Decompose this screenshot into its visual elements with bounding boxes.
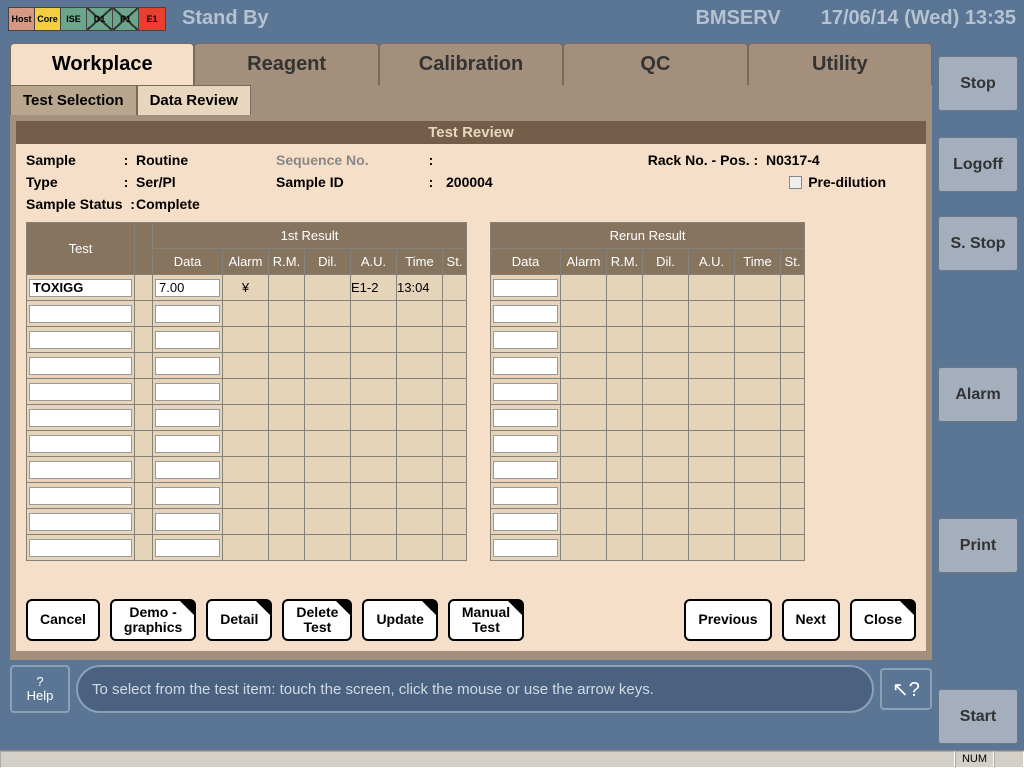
delete-test-button[interactable]: Delete Test (282, 599, 352, 641)
sample-info: Sample : Routine Sequence No. : Rack No.… (26, 152, 916, 212)
close-button[interactable]: Close (850, 599, 916, 641)
rerun-data-cell[interactable] (493, 435, 558, 453)
pre-dilution-checkbox[interactable] (789, 176, 802, 189)
sample-status-value: Complete (136, 196, 276, 212)
module-host: Host (9, 8, 35, 30)
sample-id-label: Sample ID (276, 174, 416, 190)
cancel-button[interactable]: Cancel (26, 599, 100, 641)
tab-workplace[interactable]: Workplace (10, 43, 194, 85)
demographics-button[interactable]: Demo - graphics (110, 599, 196, 641)
help-bar: ?Help To select from the test item: touc… (10, 664, 932, 714)
action-buttons: Cancel Demo - graphics Detail Delete Tes… (26, 599, 916, 641)
rerun-data-cell[interactable] (493, 487, 558, 505)
rerun-data-cell[interactable] (493, 539, 558, 557)
results-table: Test 1st Result Rerun Result DataAlarmR.… (26, 222, 916, 561)
sequence-no-label: Sequence No. (276, 152, 416, 168)
sample-status-label: Sample Status (26, 196, 122, 212)
pre-dilution-label: Pre-dilution (808, 174, 886, 190)
rerun-data-cell[interactable] (493, 513, 558, 531)
test-cell[interactable] (29, 435, 132, 453)
test-cell[interactable] (29, 539, 132, 557)
test-cell[interactable] (29, 383, 132, 401)
module-ise: ISE (61, 8, 87, 30)
test-cell[interactable] (29, 357, 132, 375)
data-cell[interactable]: 7.00 (155, 279, 220, 297)
rack-value: N0317-4 (766, 152, 886, 168)
rerun-data-cell[interactable] (493, 279, 558, 297)
status-bar: NUM (0, 750, 1024, 768)
module-p1: P1 (113, 8, 139, 30)
help-button[interactable]: ?Help (10, 665, 70, 713)
type-value: Ser/Pl (136, 174, 276, 190)
subtab-test-selection[interactable]: Test Selection (10, 85, 137, 115)
stop-button[interactable]: Stop (938, 56, 1018, 111)
data-cell[interactable] (155, 461, 220, 479)
top-bar: HostCoreISED1P1E1 Stand By BMSERV 17/06/… (0, 0, 1024, 37)
rack-label: Rack No. - Pos. (648, 152, 750, 168)
test-cell[interactable] (29, 331, 132, 349)
previous-button[interactable]: Previous (684, 599, 771, 641)
update-button[interactable]: Update (362, 599, 437, 641)
subtab-data-review[interactable]: Data Review (137, 85, 251, 115)
print-button[interactable]: Print (938, 518, 1018, 573)
alarm-button[interactable]: Alarm (938, 367, 1018, 422)
tab-reagent[interactable]: Reagent (194, 43, 378, 85)
data-cell[interactable] (155, 487, 220, 505)
sample-id-value: 200004 (446, 174, 546, 190)
tab-utility[interactable]: Utility (748, 43, 932, 85)
module-core: Core (35, 8, 61, 30)
rerun-data-cell[interactable] (493, 331, 558, 349)
logoff-button[interactable]: Logoff (938, 137, 1018, 192)
test-cell[interactable] (29, 305, 132, 323)
next-button[interactable]: Next (782, 599, 840, 641)
datetime-label: 17/06/14 (Wed) 13:35 (821, 7, 1016, 30)
test-cell[interactable] (29, 487, 132, 505)
main-tabs: WorkplaceReagentCalibrationQCUtility (10, 43, 932, 85)
help-message: To select from the test item: touch the … (76, 665, 874, 713)
start-button[interactable]: Start (938, 689, 1018, 744)
main-panel: Test SelectionData Review Test Review Sa… (10, 85, 932, 660)
data-cell[interactable] (155, 305, 220, 323)
data-cell[interactable] (155, 331, 220, 349)
manual-test-button[interactable]: Manual Test (448, 599, 524, 641)
module-e1: E1 (139, 8, 165, 30)
module-status-boxes: HostCoreISED1P1E1 (8, 7, 166, 31)
rerun-data-cell[interactable] (493, 305, 558, 323)
panel-body: Sample : Routine Sequence No. : Rack No.… (16, 144, 926, 651)
tab-qc[interactable]: QC (563, 43, 747, 85)
side-buttons: Stop Logoff S. Stop Alarm Print Start (932, 37, 1024, 750)
s-stop-button[interactable]: S. Stop (938, 216, 1018, 271)
sample-label: Sample (26, 152, 116, 168)
detail-button[interactable]: Detail (206, 599, 272, 641)
test-cell[interactable] (29, 409, 132, 427)
rerun-data-cell[interactable] (493, 357, 558, 375)
rerun-data-cell[interactable] (493, 383, 558, 401)
sample-value: Routine (136, 152, 276, 168)
test-cell[interactable]: TOXIGG (29, 279, 132, 297)
data-cell[interactable] (155, 357, 220, 375)
sub-tabs: Test SelectionData Review (10, 85, 932, 115)
user-label: BMSERV (695, 7, 780, 30)
data-cell[interactable] (155, 513, 220, 531)
panel-title: Test Review (16, 121, 926, 144)
system-status: Stand By (182, 7, 269, 30)
type-label: Type (26, 174, 116, 190)
test-cell[interactable] (29, 513, 132, 531)
tab-calibration[interactable]: Calibration (379, 43, 563, 85)
test-cell[interactable] (29, 461, 132, 479)
rerun-data-cell[interactable] (493, 409, 558, 427)
data-cell[interactable] (155, 539, 220, 557)
help-cursor-icon[interactable]: ↖? (880, 668, 932, 710)
num-lock-indicator: NUM (955, 751, 994, 768)
data-cell[interactable] (155, 435, 220, 453)
data-cell[interactable] (155, 409, 220, 427)
module-d1: D1 (87, 8, 113, 30)
rerun-data-cell[interactable] (493, 461, 558, 479)
data-cell[interactable] (155, 383, 220, 401)
